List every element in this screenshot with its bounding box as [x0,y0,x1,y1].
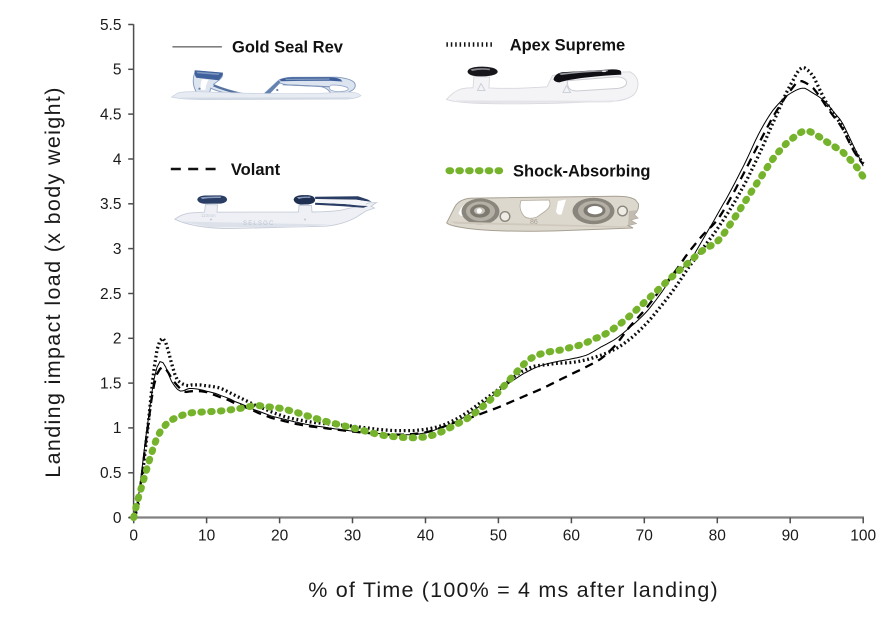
svg-text:50: 50 [490,528,508,545]
svg-text:3: 3 [113,241,122,258]
svg-text:20: 20 [271,528,289,545]
svg-text:0: 0 [113,510,122,527]
svg-text:70: 70 [636,528,654,545]
svg-text:2.5: 2.5 [100,286,122,303]
svg-text:5: 5 [113,62,122,79]
svg-text:0: 0 [129,528,138,545]
svg-text:110mm: 110mm [201,213,216,218]
svg-text:Volant: Volant [231,161,281,179]
svg-text:Apex Supreme: Apex Supreme [510,37,626,55]
svg-text:1.5: 1.5 [100,375,122,392]
svg-text:90: 90 [782,528,800,545]
svg-text:4: 4 [113,151,122,168]
svg-text:3.5: 3.5 [100,196,122,213]
svg-text:1: 1 [113,420,122,437]
svg-text:4.5: 4.5 [100,106,122,123]
svg-text:80: 80 [709,528,727,545]
svg-text:SELSGC: SELSGC [243,221,275,227]
svg-text:10: 10 [198,528,216,545]
svg-text:5.5: 5.5 [100,17,122,34]
svg-text:100: 100 [850,528,876,545]
svg-text:Landing impact load (x body we: Landing impact load (x body weight) [41,86,65,477]
svg-text:86: 86 [530,219,538,226]
svg-text:40: 40 [417,528,435,545]
svg-text:60: 60 [563,528,581,545]
svg-text:Shock-Absorbing: Shock-Absorbing [513,163,651,181]
svg-text:2: 2 [113,331,122,348]
svg-text:30: 30 [344,528,362,545]
svg-text:Gold Seal Rev: Gold Seal Rev [232,39,344,57]
svg-text:% of Time (100% = 4 ms after l: % of Time (100% = 4 ms after landing) [308,578,719,602]
svg-text:0.5: 0.5 [100,465,122,482]
